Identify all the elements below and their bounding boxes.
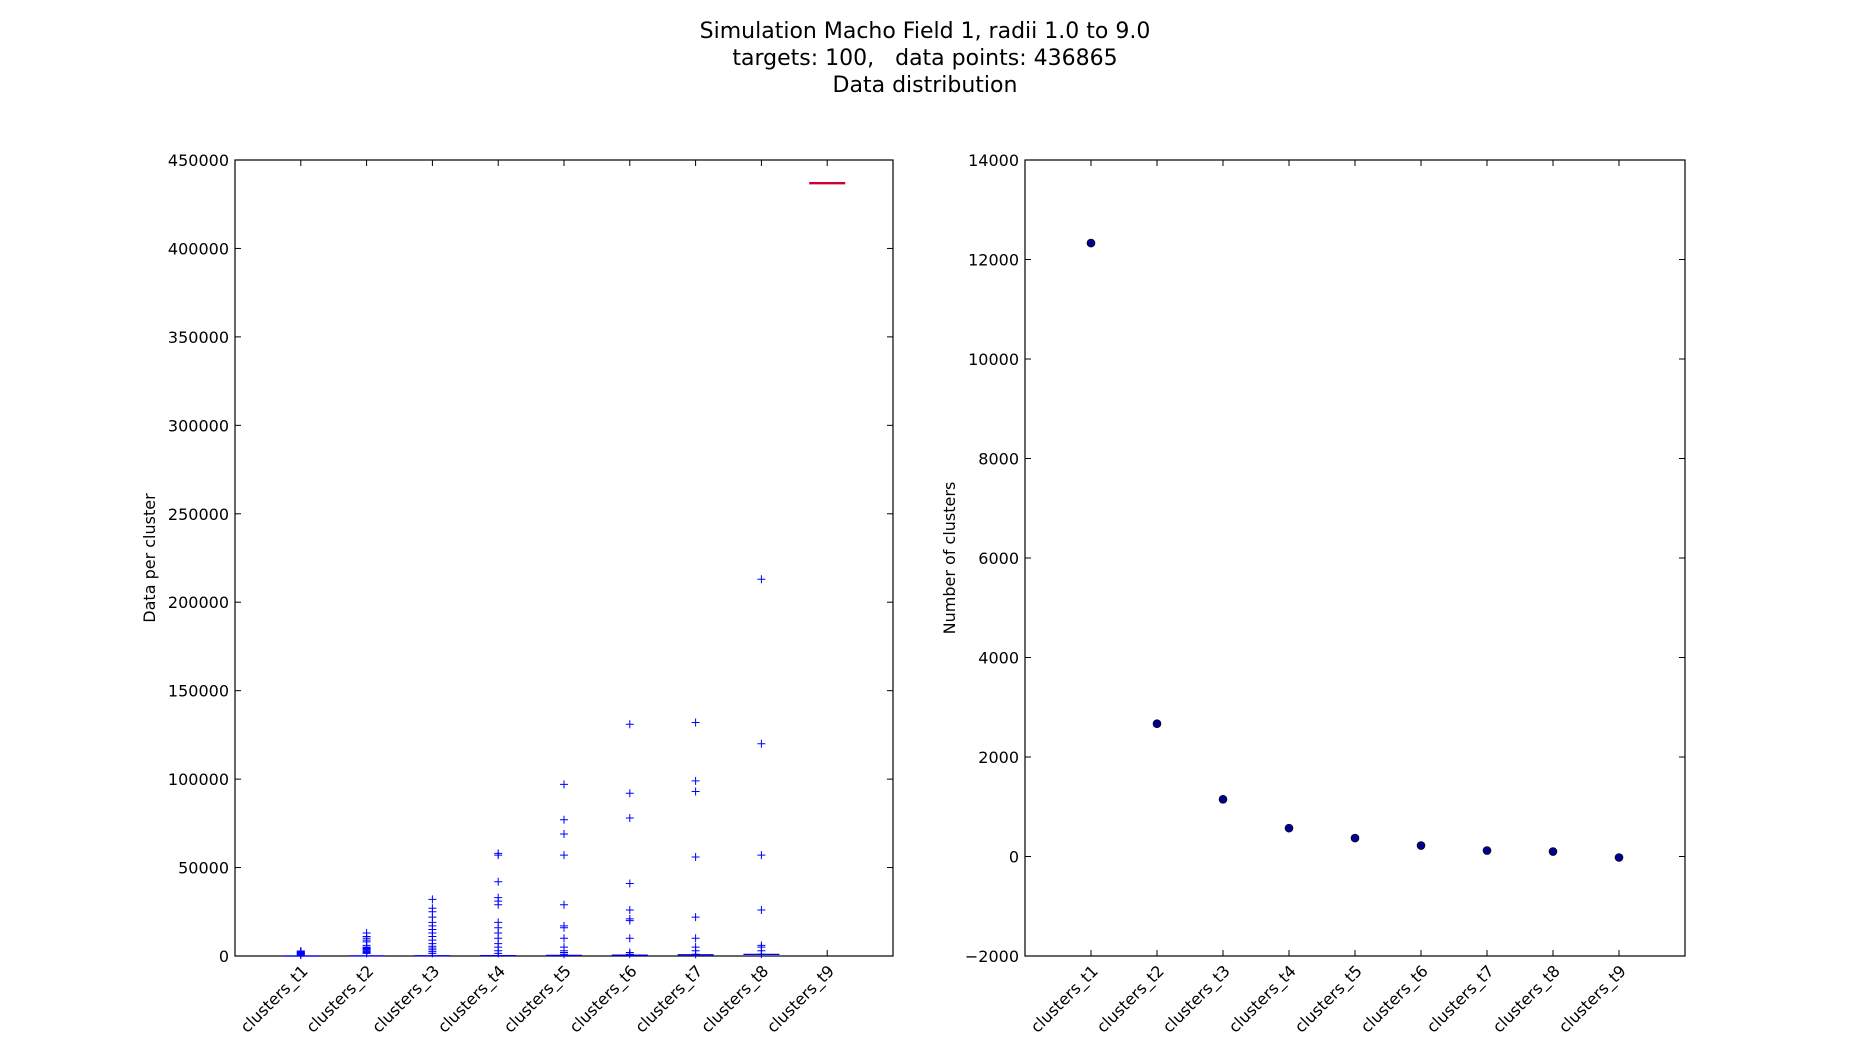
y-tick-label: 250000: [168, 505, 229, 524]
title-line-1: Simulation Macho Field 1, radii 1.0 to 9…: [699, 19, 1151, 44]
y-tick-label: 6000: [978, 549, 1019, 568]
scatter-panel: −2000 0 2000 4000 6000 8000 10000 12000 14000 clu…: [940, 151, 1686, 1037]
y-tick-label: 8000: [978, 450, 1019, 469]
scatter-point: [1086, 238, 1096, 248]
box-outlier: [560, 780, 568, 789]
box-outlier: [625, 814, 634, 823]
x-tick-label: clusters_t1: [237, 961, 313, 1037]
x-tick-label: clusters_t5: [500, 961, 576, 1037]
x-tick-label: clusters_t2: [302, 961, 378, 1037]
box-outlier: [757, 575, 766, 584]
scatter-point: [1614, 853, 1624, 862]
x-tick-label: clusters_t9: [1555, 961, 1631, 1037]
y-tick-label: 4000: [978, 649, 1019, 668]
scatter-point: [1482, 846, 1492, 855]
box-outlier: [560, 921, 568, 930]
box-outlier: [625, 914, 634, 923]
box-outlier: [691, 913, 700, 922]
x-tick-label: clusters_t2: [1093, 961, 1169, 1037]
y-tick-label: 300000: [168, 416, 229, 435]
title-line-2: targets: 100, data points: 436865: [732, 46, 1118, 71]
x-tick-label: clusters_t8: [697, 961, 773, 1037]
box-outlier: [625, 789, 634, 798]
x-tick-label: clusters_t1: [1027, 961, 1103, 1037]
figure-title: Simulation Macho Field 1, radii 1.0 to 9…: [0, 18, 1850, 99]
x-tick-label: clusters_t7: [631, 961, 707, 1037]
box-outlier: [691, 852, 700, 861]
x-tick-label: clusters_t3: [1159, 961, 1235, 1037]
scatter-point: [1284, 823, 1294, 833]
box-outlier: [560, 934, 568, 943]
title-line-3: Data distribution: [832, 73, 1018, 98]
box-outlier: [625, 934, 634, 943]
box-outlier: [691, 776, 700, 785]
x-tick-label: clusters_t5: [1291, 961, 1367, 1037]
y-tick-label: 100000: [168, 770, 229, 789]
y-tick-label: 12000: [968, 251, 1019, 270]
x-tick-label: clusters_t3: [368, 961, 444, 1037]
box-outlier: [494, 893, 503, 902]
x-tick-label: clusters_t4: [434, 961, 510, 1037]
box-outlier: [560, 815, 568, 824]
box-outlier: [691, 934, 700, 943]
box-outlier: [757, 739, 766, 748]
y-tick-label: 0: [1009, 848, 1019, 867]
box-outlier: [560, 900, 568, 909]
y-axis-label: Data per cluster: [140, 493, 159, 623]
box-outlier: [757, 941, 766, 950]
scatter-point: [1416, 841, 1426, 850]
y-tick-label: 350000: [168, 328, 229, 347]
y-tick-label: 400000: [168, 239, 229, 258]
box-outlier: [757, 851, 766, 860]
scatter-point: [1548, 847, 1558, 856]
box-outlier: [691, 718, 700, 727]
box-outlier: [296, 947, 305, 956]
x-tick-label: clusters_t6: [1357, 961, 1433, 1037]
box-outlier: [560, 851, 568, 860]
box-outlier: [494, 877, 503, 886]
y-tick-label: 200000: [168, 593, 229, 612]
box-outlier: [560, 943, 568, 952]
y-tick-label: 50000: [178, 859, 229, 878]
y-tick-label: 450000: [168, 151, 229, 170]
box-outlier: [691, 787, 700, 796]
y-tick-label: 14000: [968, 151, 1019, 170]
box-outlier: [625, 906, 634, 915]
x-tick-label: clusters_t4: [1225, 961, 1301, 1037]
y-axis-label: Number of clusters: [940, 482, 959, 635]
box-outlier: [625, 879, 634, 888]
x-tick-label: clusters_t8: [1489, 961, 1565, 1037]
y-tick-label: 150000: [168, 682, 229, 701]
box-outlier: [494, 918, 503, 927]
box-outlier: [757, 906, 766, 915]
scatter-point: [1218, 794, 1228, 804]
x-tick-label: clusters_t6: [566, 961, 642, 1037]
box-outlier: [362, 929, 371, 938]
boxplot-panel: 0 50000 100000 150000 200000 250000 300000 3500…: [140, 151, 894, 1037]
y-tick-label: 2000: [978, 748, 1019, 767]
x-tick-label: clusters_t9: [763, 961, 839, 1037]
box-outlier: [494, 849, 503, 858]
scatter-point: [1152, 719, 1162, 728]
y-tick-label: 0: [219, 947, 229, 966]
scatter-point: [1350, 833, 1360, 843]
box-outlier: [625, 720, 634, 729]
y-tick-label: −2000: [965, 947, 1019, 966]
y-tick-label: 10000: [968, 350, 1019, 369]
x-tick-label: clusters_t7: [1423, 961, 1499, 1037]
box-outlier: [428, 895, 437, 904]
box-outlier: [625, 948, 634, 957]
box-outlier: [691, 943, 700, 952]
box-outlier: [560, 829, 568, 838]
box-outlier: [428, 904, 437, 913]
